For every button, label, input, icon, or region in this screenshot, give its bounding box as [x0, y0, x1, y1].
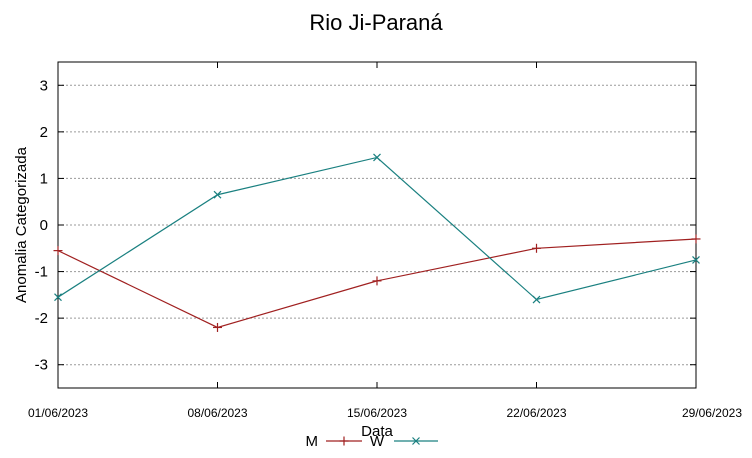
x-tick-label: 01/06/2023 — [28, 406, 88, 420]
data-point — [692, 256, 700, 264]
series-M — [53, 234, 701, 332]
legend-entry: W — [370, 433, 438, 450]
x-tick-label: 22/06/2023 — [506, 406, 566, 420]
data-point — [372, 276, 382, 286]
data-point — [373, 153, 381, 162]
series-W — [54, 153, 700, 304]
y-tick-label: -1 — [35, 264, 48, 281]
x-tick-label: 08/06/2023 — [187, 406, 247, 420]
grid-lines — [58, 84, 696, 366]
data-point — [532, 295, 541, 304]
series-lines — [53, 153, 701, 332]
x-axis-label: Data — [361, 423, 393, 440]
data-point — [339, 436, 349, 446]
chart-title: Rio Ji-Paraná — [309, 10, 443, 35]
plot-frame — [57, 61, 697, 389]
y-tick-label: -3 — [35, 357, 48, 374]
data-point — [213, 190, 222, 199]
legend-label: M — [306, 433, 319, 450]
x-axis-ticks: 01/06/2023 08/06/2023 15/06/2023 22/06/2023… — [28, 62, 742, 420]
y-axis-label: Anomalia Categorizada — [13, 146, 30, 303]
data-point — [532, 243, 541, 253]
y-tick-label: 2 — [40, 124, 48, 141]
data-point — [54, 293, 62, 302]
x-tick-label: 15/06/2023 — [347, 406, 407, 420]
y-tick-label: 1 — [40, 170, 48, 187]
legend-label: W — [370, 433, 385, 450]
y-tick-label: 0 — [40, 217, 48, 234]
y-tick-label: 3 — [40, 77, 48, 94]
data-point — [691, 234, 701, 244]
y-tick-label: -2 — [35, 310, 48, 327]
x-tick-label: 29/06/2023 — [682, 406, 742, 420]
legend-entry: M — [306, 433, 362, 450]
data-point — [412, 437, 420, 445]
y-axis-ticks: 3 2 1 0 -1 -2 -3 — [35, 77, 696, 374]
data-point — [213, 322, 222, 332]
data-point — [53, 246, 63, 256]
